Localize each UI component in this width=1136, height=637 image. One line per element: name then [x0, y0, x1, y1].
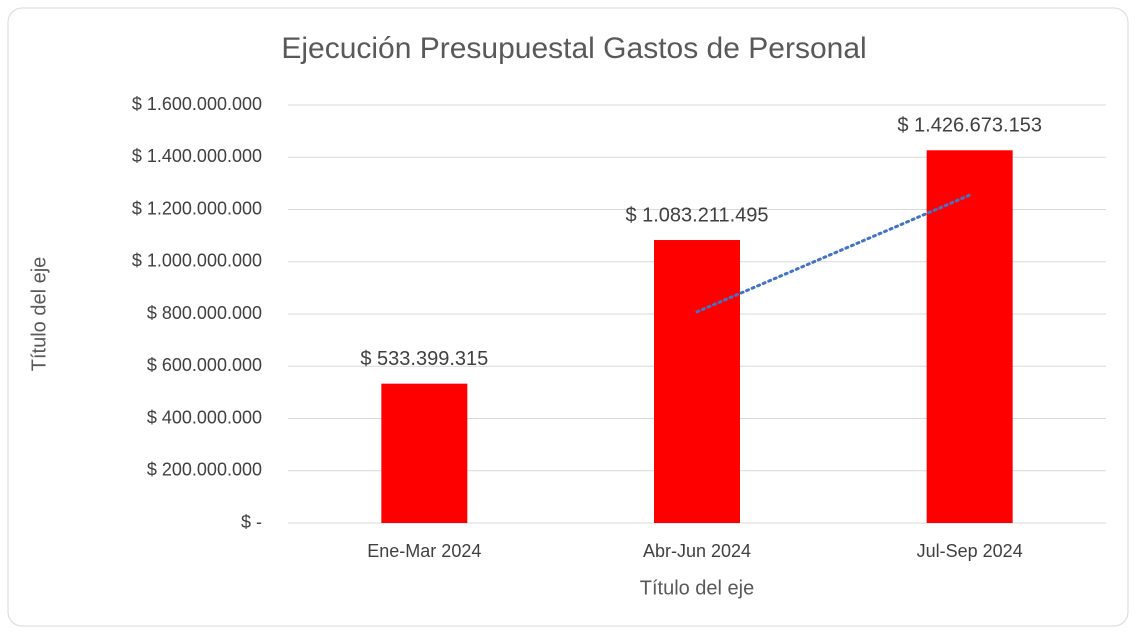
data-label: $ 1.083.211.495	[625, 204, 768, 226]
trendline	[695, 193, 972, 314]
y-tick-label: $ 1.000.000.000	[132, 251, 262, 271]
data-label: $ 533.399.315	[360, 348, 488, 370]
chart-border	[7, 7, 1129, 627]
bar	[654, 240, 740, 524]
y-tick-label: $ 1.200.000.000	[132, 198, 262, 218]
y-tick-label: $ 1.600.000.000	[132, 94, 262, 114]
y-tick-label: $ 200.000.000	[147, 460, 262, 480]
x-tick-label: Abr-Jun 2024	[643, 541, 751, 561]
bar	[381, 383, 468, 523]
x-tick-label: Ene-Mar 2024	[367, 541, 481, 561]
data-label: $ 1.426.673.153	[897, 115, 1042, 137]
y-tick-label: $ 600.000.000	[147, 355, 262, 375]
y-tick-label: $ 400.000.000	[147, 407, 262, 427]
chart-title: Ejecución Presupuestal Gastos de Persona…	[281, 32, 866, 65]
y-tick-label: $ -	[241, 512, 262, 532]
x-axis-title: Título del eje	[640, 577, 755, 599]
y-tick-label: $ 1.400.000.000	[132, 146, 262, 166]
bar	[926, 150, 1013, 524]
y-axis-title: Título del eje	[28, 257, 50, 372]
x-tick-label: Jul-Sep 2024	[917, 541, 1023, 561]
y-tick-label: $ 800.000.000	[147, 303, 262, 323]
